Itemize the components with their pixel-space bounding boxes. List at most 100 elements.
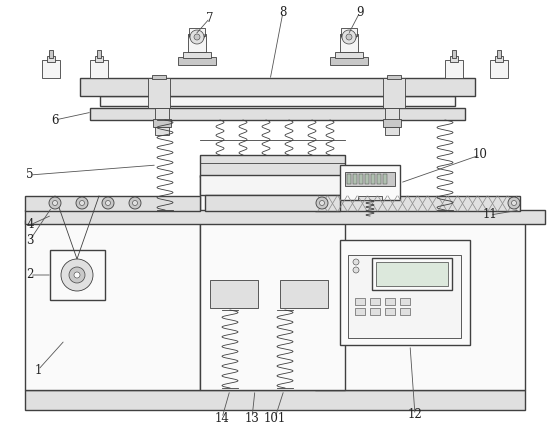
Bar	[155, 127, 169, 135]
Bar	[315, 220, 525, 390]
Circle shape	[52, 201, 57, 205]
Bar	[95, 56, 103, 62]
Bar	[25, 220, 200, 390]
Bar	[376, 262, 448, 286]
Bar	[345, 172, 395, 186]
Bar	[400, 298, 410, 305]
Bar	[385, 308, 395, 315]
Bar	[90, 108, 465, 120]
Bar	[385, 108, 399, 123]
Circle shape	[508, 197, 520, 209]
Circle shape	[69, 267, 85, 283]
Text: 2: 2	[26, 268, 34, 282]
Bar	[49, 50, 53, 58]
Bar	[188, 34, 206, 52]
Bar	[358, 196, 382, 200]
Bar	[25, 390, 525, 410]
Circle shape	[320, 201, 325, 205]
Circle shape	[74, 272, 80, 278]
Bar	[200, 155, 345, 177]
Text: 12: 12	[407, 409, 422, 421]
Bar	[205, 195, 340, 211]
Text: 101: 101	[264, 412, 286, 424]
Circle shape	[190, 30, 204, 44]
Bar	[497, 50, 501, 58]
Text: 8: 8	[279, 6, 286, 18]
Text: 7: 7	[206, 12, 214, 25]
Bar	[25, 196, 200, 211]
Bar	[445, 60, 463, 78]
Bar	[370, 308, 380, 315]
Bar	[385, 127, 399, 135]
Bar	[385, 298, 395, 305]
Bar	[383, 119, 401, 127]
Bar	[383, 78, 405, 108]
Circle shape	[346, 34, 352, 40]
Text: 1: 1	[34, 363, 42, 377]
Bar	[315, 196, 520, 211]
Bar	[25, 210, 545, 224]
Bar	[50, 250, 105, 300]
Bar	[340, 165, 400, 200]
Bar	[200, 175, 345, 390]
Bar	[189, 28, 205, 36]
Bar	[47, 56, 55, 62]
Bar	[183, 52, 211, 58]
Bar	[495, 56, 503, 62]
Bar	[340, 240, 470, 345]
Bar	[377, 174, 381, 184]
Bar	[348, 255, 461, 338]
Circle shape	[353, 259, 359, 265]
Circle shape	[102, 197, 114, 209]
Bar	[155, 108, 169, 123]
Bar	[330, 57, 368, 65]
Text: 5: 5	[26, 169, 34, 181]
Bar	[372, 258, 452, 290]
Bar	[42, 60, 60, 78]
Circle shape	[342, 30, 356, 44]
Circle shape	[512, 201, 517, 205]
Bar	[355, 308, 365, 315]
Bar	[387, 75, 401, 79]
Bar	[359, 174, 363, 184]
Circle shape	[353, 267, 359, 273]
Bar	[178, 57, 216, 65]
Text: 9: 9	[356, 6, 364, 18]
Text: 6: 6	[51, 113, 59, 127]
Bar	[210, 280, 258, 308]
Circle shape	[194, 34, 200, 40]
Text: 4: 4	[26, 219, 34, 231]
Circle shape	[316, 197, 328, 209]
Circle shape	[79, 201, 84, 205]
Text: 11: 11	[482, 208, 497, 222]
Text: 13: 13	[245, 412, 259, 424]
Bar	[340, 34, 358, 52]
Circle shape	[49, 197, 61, 209]
Bar	[153, 119, 171, 127]
Bar	[355, 298, 365, 305]
Circle shape	[76, 197, 88, 209]
Bar	[200, 175, 345, 195]
Bar	[97, 50, 101, 58]
Bar	[341, 28, 357, 36]
Circle shape	[105, 201, 110, 205]
Bar	[100, 96, 455, 106]
Text: 14: 14	[215, 412, 230, 424]
Bar	[452, 50, 456, 58]
Bar	[450, 56, 458, 62]
Bar	[335, 52, 363, 58]
Bar	[383, 174, 387, 184]
Circle shape	[61, 259, 93, 291]
Bar	[90, 60, 108, 78]
Bar	[490, 60, 508, 78]
Bar	[353, 174, 357, 184]
Bar	[370, 298, 380, 305]
Bar	[400, 308, 410, 315]
Circle shape	[129, 197, 141, 209]
Circle shape	[132, 201, 137, 205]
Bar	[347, 174, 351, 184]
Bar	[371, 174, 375, 184]
Text: 3: 3	[26, 233, 34, 247]
Bar	[365, 174, 369, 184]
Text: 10: 10	[473, 149, 487, 161]
